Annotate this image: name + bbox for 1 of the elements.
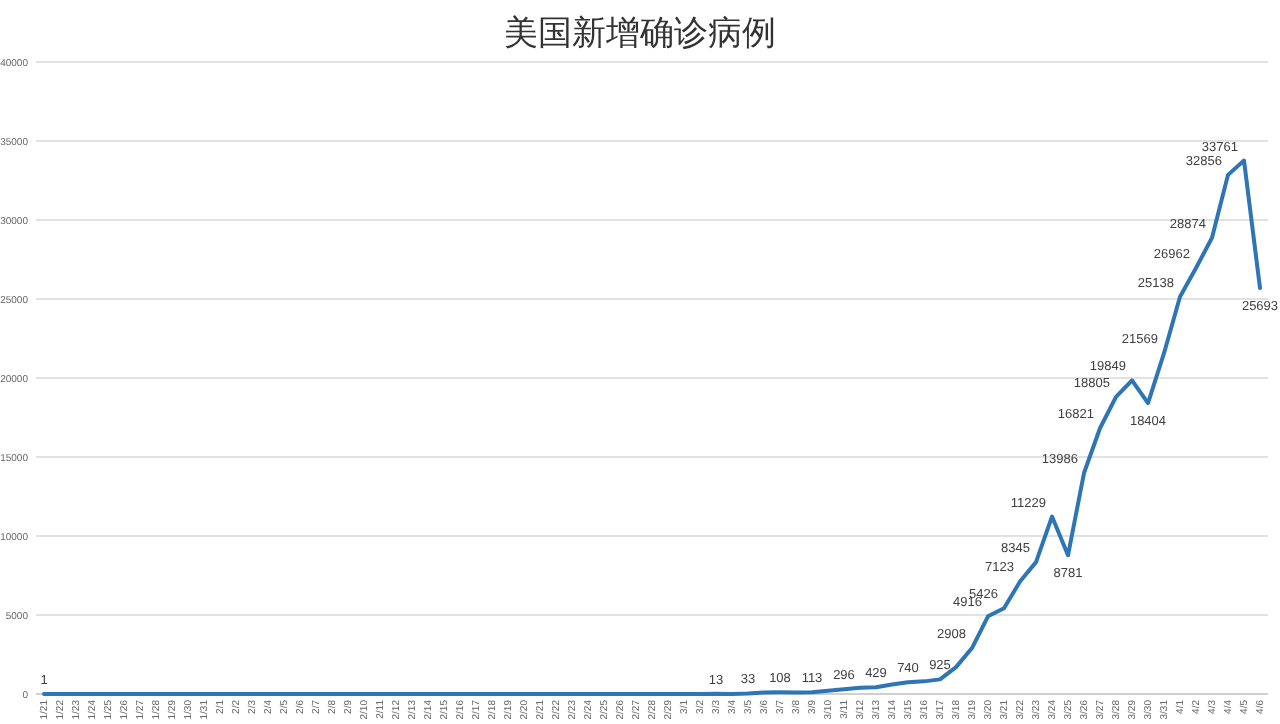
chart-title: 美国新增确诊病例 xyxy=(504,14,776,52)
